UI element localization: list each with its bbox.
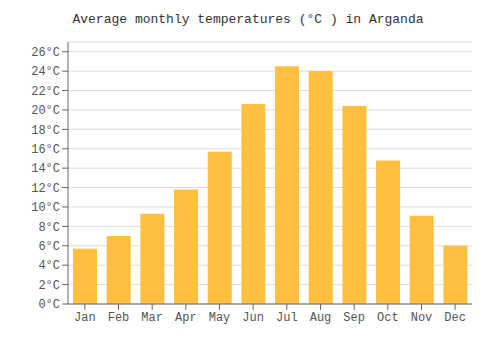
html-text:Average monthly temperatures (: Average monthly temperatures (°C ) in Ar… — [72, 12, 424, 27]
svg-text:Oct: Oct — [377, 311, 399, 325]
svg-text:Feb: Feb — [108, 311, 130, 325]
svg-text:12°C: 12°C — [31, 182, 60, 196]
svg-text:24°C: 24°C — [31, 65, 60, 79]
svg-text:Nov: Nov — [411, 311, 433, 325]
svg-text:Apr: Apr — [175, 311, 197, 325]
svg-text:8°C: 8°C — [38, 221, 60, 235]
svg-text:20°C: 20°C — [31, 104, 60, 118]
svg-text:6°C: 6°C — [38, 240, 60, 254]
svg-text:14°C: 14°C — [31, 162, 60, 176]
svg-text:Jan: Jan — [74, 311, 96, 325]
svg-text:18°C: 18°C — [31, 124, 60, 138]
svg-text:May: May — [209, 311, 231, 325]
svg-text:Mar: Mar — [141, 311, 163, 325]
svg-text:26°C: 26°C — [31, 46, 60, 60]
svg-text:2°C: 2°C — [38, 279, 60, 293]
svg-text:22°C: 22°C — [31, 85, 60, 99]
svg-text:Sep: Sep — [343, 311, 365, 325]
svg-text:Jul: Jul — [276, 311, 298, 325]
svg-text:4°C: 4°C — [38, 259, 60, 273]
svg-text:16°C: 16°C — [31, 143, 60, 157]
svg-text:Jun: Jun — [242, 311, 264, 325]
svg-text:10°C: 10°C — [31, 201, 60, 215]
svg-text:Dec: Dec — [444, 311, 466, 325]
svg-text:0°C: 0°C — [38, 298, 60, 312]
svg-text:Aug: Aug — [310, 311, 332, 325]
